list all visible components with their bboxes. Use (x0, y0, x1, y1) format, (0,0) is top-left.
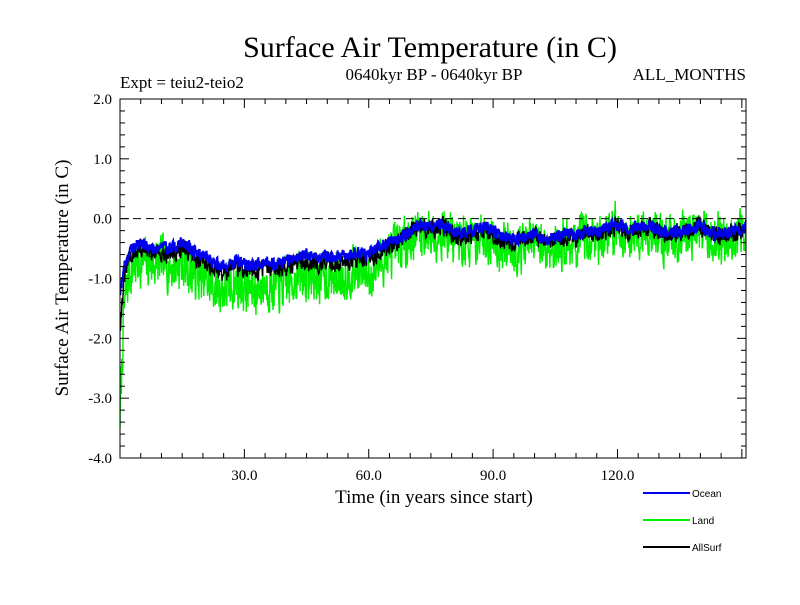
plot-frame (119, 98, 747, 459)
chart-subtitle-center: 0640kyr BP - 0640kyr BP (346, 65, 523, 84)
legend: Ocean Land AllSurf (643, 489, 722, 554)
tick-layer: 2.0 1.0 0.0 -1.0 -2.0 -3.0 -4.0 30.0 60.0 90.0 120… (88, 92, 746, 484)
legend-label-land: Land (692, 516, 714, 527)
x-tick-label: 120.0 (601, 468, 635, 484)
chart-subtitle-right: ALL_MONTHS (633, 65, 746, 84)
series-line-ocean (120, 216, 746, 296)
x-axis-label: Time (in years since start) (335, 487, 533, 508)
y-tick-label: 2.0 (93, 92, 112, 108)
y-tick-label: 1.0 (93, 152, 112, 168)
chart-subtitle-left: Expt = teiu2-teio2 (120, 73, 244, 92)
legend-label-ocean: Ocean (692, 489, 721, 500)
series-line-land (120, 200, 746, 429)
x-tick-label: 30.0 (231, 468, 257, 484)
chart-title: Surface Air Temperature (in C) (243, 31, 617, 64)
y-tick-label: -3.0 (88, 391, 112, 407)
y-axis-label: Surface Air Temperature (in C) (52, 160, 73, 397)
plot-layer (119, 98, 747, 459)
y-tick-label: 0.0 (93, 212, 112, 228)
y-tick-label: -4.0 (88, 451, 112, 467)
y-tick-label: -1.0 (88, 272, 112, 288)
x-tick-label: 60.0 (356, 468, 382, 484)
y-tick-label: -2.0 (88, 331, 112, 347)
x-tick-label: 90.0 (480, 468, 506, 484)
legend-label-allsurf: AllSurf (692, 543, 722, 554)
